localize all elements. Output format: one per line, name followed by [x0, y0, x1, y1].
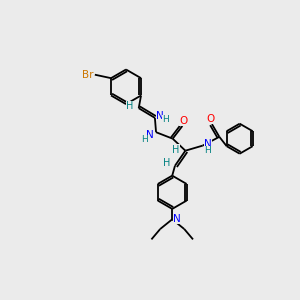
Text: H: H — [126, 101, 134, 111]
Text: N: N — [204, 139, 212, 149]
Text: O: O — [179, 116, 188, 126]
Text: N: N — [173, 214, 181, 224]
Text: H: H — [141, 135, 147, 144]
Text: O: O — [206, 114, 214, 124]
Text: N: N — [156, 111, 164, 121]
Text: H: H — [172, 145, 179, 154]
Text: H: H — [163, 158, 171, 168]
Text: H: H — [204, 146, 211, 155]
Text: Br: Br — [82, 70, 93, 80]
Text: N: N — [146, 130, 154, 140]
Text: H: H — [163, 115, 170, 124]
